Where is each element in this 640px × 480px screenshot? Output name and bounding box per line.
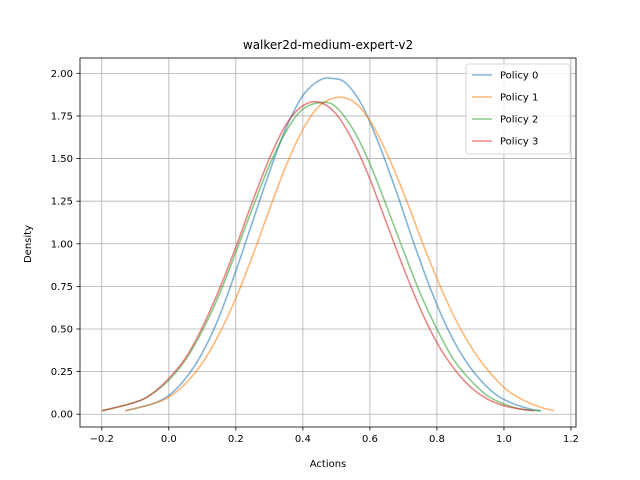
y-tick-label: 0.50: [51, 324, 73, 335]
legend-label: Policy 2: [500, 115, 538, 126]
x-tick-label: 0.6: [362, 434, 378, 445]
y-tick-label: 0.00: [51, 410, 73, 421]
y-tick-label: 0.75: [51, 282, 73, 293]
plot-frame: [79, 57, 577, 428]
y-tick-label: 1.00: [51, 239, 73, 250]
x-tick-label: −0.2: [90, 434, 114, 445]
legend-box: [465, 63, 571, 155]
x-tick-label: 1.0: [496, 434, 512, 445]
legend: Policy 0 Policy 1 Policy 2 Policy 3: [465, 63, 571, 155]
x-axis-label: Actions: [310, 459, 347, 470]
x-tick-label: 0.2: [228, 434, 244, 445]
x-tick-label: 1.2: [563, 434, 579, 445]
y-axis-label: Density: [23, 225, 34, 263]
x-tick-label: 0.4: [295, 434, 311, 445]
legend-label: Policy 3: [500, 137, 538, 148]
y-tick-label: 1.25: [51, 197, 73, 208]
y-tick-label: 0.25: [51, 367, 73, 378]
series-lines: [101, 77, 555, 412]
series-line-policy-0: [125, 77, 541, 412]
series-line-policy-3: [101, 100, 535, 412]
series-line-policy-1: [125, 96, 555, 412]
legend-label: Policy 0: [500, 71, 538, 82]
y-tick-label: 2.00: [51, 69, 73, 80]
y-tick-label: 1.75: [51, 111, 73, 122]
legend-label: Policy 1: [500, 93, 538, 104]
x-axis-ticks: −0.2 0.0 0.2 0.4 0.6 0.8 1.0 1.2: [90, 427, 579, 445]
series-line-policy-2: [101, 101, 541, 412]
x-tick-label: 0.0: [161, 434, 177, 445]
x-tick-label: 0.8: [429, 434, 445, 445]
y-axis-ticks: 0.00 0.25 0.50 0.75 1.00 1.25 1.50 1.75 2.00: [51, 69, 80, 421]
y-tick-label: 1.50: [51, 154, 73, 165]
chart-title: walker2d-medium-expert-v2: [243, 38, 413, 52]
